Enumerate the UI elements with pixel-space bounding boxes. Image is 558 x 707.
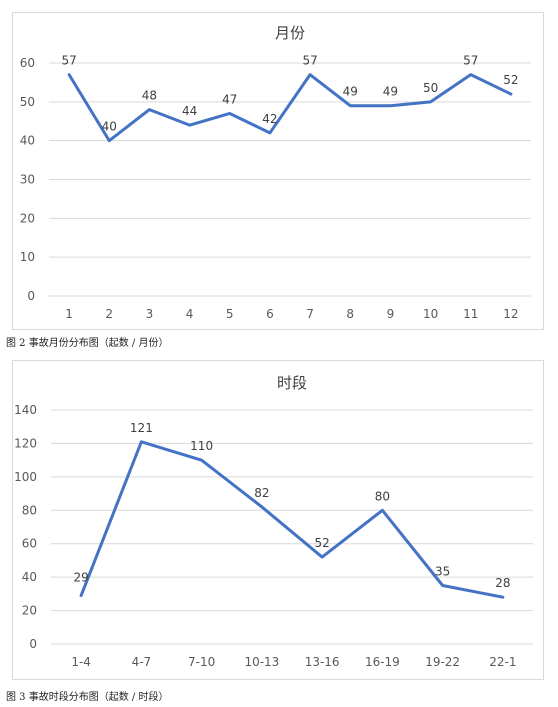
y-tick-label: 40 (20, 134, 35, 148)
data-label: 110 (190, 439, 213, 453)
y-tick-label: 60 (22, 537, 37, 551)
x-tick-label: 16-19 (365, 655, 400, 669)
x-tick-label: 10 (423, 307, 438, 321)
data-label: 28 (495, 576, 510, 590)
series-line (67, 73, 513, 143)
data-label: 49 (383, 85, 398, 99)
y-tick-label: 50 (20, 95, 35, 109)
chart-title: 月份 (275, 24, 305, 42)
time-period-chart-frame: 时段 0 20 40 60 80 100 120 140 1-4 4-7 7-10 10-13 13-16… (12, 360, 544, 680)
x-tick-label: 1-4 (71, 655, 91, 669)
x-tick-label: 4 (186, 307, 194, 321)
month-chart-frame: 月份 0 10 20 30 40 50 60 1 2 3 4 5 6 7 8 9 10 11 12 57 40 48 44 47… (12, 12, 544, 330)
x-tick-label: 6 (266, 307, 274, 321)
data-label: 40 (102, 120, 117, 134)
data-label: 48 (142, 89, 157, 103)
x-tick-label: 11 (463, 307, 478, 321)
y-tick-label: 0 (29, 637, 37, 651)
data-label: 82 (254, 486, 269, 500)
data-label: 42 (262, 112, 277, 126)
y-tick-label: 0 (27, 289, 35, 303)
x-tick-label: 3 (146, 307, 154, 321)
x-tick-label: 9 (387, 307, 395, 321)
y-tick-label: 10 (20, 250, 35, 264)
x-tick-label: 8 (346, 307, 354, 321)
data-label: 52 (314, 536, 329, 550)
data-label: 52 (503, 73, 518, 87)
data-label: 80 (375, 489, 390, 503)
data-label: 121 (130, 421, 153, 435)
y-tick-label: 80 (22, 503, 37, 517)
x-tick-label: 7 (306, 307, 314, 321)
chart-title: 时段 (277, 374, 307, 392)
time-period-line-chart: 时段 0 20 40 60 80 100 120 140 1-4 4-7 7-10 10-13 13-16… (14, 374, 533, 669)
data-label: 47 (222, 92, 237, 106)
data-label: 50 (423, 81, 438, 95)
y-tick-label: 140 (14, 403, 37, 417)
y-tick-label: 20 (22, 604, 37, 618)
x-tick-label: 1 (65, 307, 73, 321)
y-tick-label: 20 (20, 211, 35, 225)
y-tick-label: 120 (14, 436, 37, 450)
data-label: 49 (343, 85, 358, 99)
y-tick-label: 60 (20, 56, 35, 70)
series-line (79, 440, 505, 599)
x-tick-label: 10-13 (244, 655, 279, 669)
x-tick-label: 2 (105, 307, 113, 321)
x-tick-label: 12 (503, 307, 518, 321)
data-label: 57 (463, 54, 478, 68)
data-label: 57 (61, 54, 76, 68)
x-tick-label: 7-10 (188, 655, 215, 669)
x-tick-label: 22-1 (489, 655, 516, 669)
x-tick-label: 19-22 (425, 655, 460, 669)
data-label: 57 (302, 54, 317, 68)
y-tick-label: 30 (20, 173, 35, 187)
data-label: 29 (73, 571, 88, 585)
y-tick-label: 40 (22, 570, 37, 584)
x-tick-label: 13-16 (305, 655, 340, 669)
x-tick-label: 5 (226, 307, 234, 321)
data-label: 44 (182, 104, 197, 118)
data-label: 35 (435, 565, 450, 579)
y-tick-label: 100 (14, 470, 37, 484)
figure-3-caption: 图 3 事故时段分布图（起数 / 时段） (6, 692, 169, 703)
x-tick-label: 4-7 (132, 655, 152, 669)
figure-2-caption: 图 2 事故月份分布图（起数 / 月份） (6, 338, 169, 349)
